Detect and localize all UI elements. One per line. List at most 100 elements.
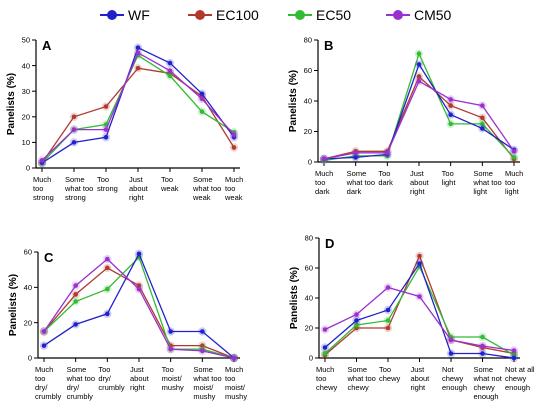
x-tick-label: Some what too dark	[346, 169, 375, 196]
x-tick-label-line: strong	[97, 184, 118, 193]
data-point	[385, 150, 390, 156]
y-axis-label: Panelists (%)	[8, 274, 19, 336]
y-tick-label: 80	[305, 234, 313, 243]
x-tick-label-line: mushy	[193, 392, 215, 401]
x-tick-label: Too light	[442, 169, 457, 187]
x-tick-label-line: Much	[33, 175, 51, 184]
data-point	[71, 114, 77, 120]
data-point	[416, 74, 422, 79]
x-tick-label-line: crumbly	[35, 392, 62, 401]
x-tick-label: Too chewy	[379, 365, 401, 383]
x-tick-label-line: chewy	[442, 374, 464, 383]
x-tick-label-line: weak	[160, 184, 179, 193]
y-tick-label: 80	[304, 36, 312, 45]
x-tick-label-line: Not at all	[505, 365, 535, 374]
x-tick-label-line: what too	[472, 178, 501, 187]
x-tick-label: Much too dark	[315, 169, 333, 196]
data-point	[480, 121, 485, 127]
data-point	[105, 311, 110, 317]
x-tick-label-line: what too	[64, 184, 93, 193]
x-tick-label-line: enough	[474, 392, 499, 401]
x-tick-label-line: weak	[192, 193, 211, 202]
data-point	[511, 348, 517, 353]
x-tick-label: Much too weak	[224, 175, 243, 202]
data-point	[135, 65, 141, 71]
x-tick-label: Too strong	[97, 175, 118, 193]
legend-entry-wf: WF	[100, 7, 150, 23]
data-point	[480, 115, 485, 121]
y-tick-label: 40	[305, 294, 313, 303]
x-tick-label-line: Some	[348, 365, 368, 374]
data-point	[231, 145, 237, 150]
x-tick-label-line: Much	[315, 169, 333, 178]
x-tick-label: Some what too weak	[192, 175, 221, 202]
x-tick-label: Too weak	[160, 175, 179, 193]
data-point	[480, 343, 485, 349]
data-point	[480, 126, 485, 131]
x-tick-label-line: Much	[316, 365, 334, 374]
x-tick-label-line: dark	[378, 178, 393, 187]
x-tick-label-line: right	[130, 383, 146, 392]
legend-marker	[393, 10, 403, 20]
data-point	[199, 91, 205, 97]
series-line	[324, 265, 515, 356]
data-point	[105, 265, 110, 271]
y-tick-label: 60	[304, 66, 312, 75]
x-tick-label-line: strong	[65, 193, 86, 202]
x-tick-label: Much too dry/crumbly	[35, 365, 62, 401]
x-tick-label-line: crumbly	[98, 383, 125, 392]
data-point	[448, 103, 453, 108]
x-tick-label-line: Some	[193, 365, 213, 374]
data-point	[73, 292, 78, 297]
x-tick-label-line: Some	[193, 175, 213, 184]
x-tick-label: Some what not chewy enough	[473, 365, 503, 401]
x-tick-label-line: right	[129, 193, 145, 202]
x-tick-label-line: moist/	[193, 383, 214, 392]
x-tick-label-line: Too	[97, 175, 109, 184]
x-tick-label: Much too chewy	[316, 365, 338, 392]
data-point	[480, 103, 485, 108]
data-point	[354, 312, 359, 317]
data-point	[417, 294, 422, 299]
x-tick-label-line: Much	[225, 365, 243, 374]
x-tick-label-line: moist/	[225, 383, 246, 392]
x-tick-label-line: moist/	[162, 374, 183, 383]
series-ec50	[320, 262, 519, 360]
data-point	[354, 318, 359, 323]
x-tick-label-line: Just	[411, 365, 426, 374]
data-point	[71, 140, 77, 145]
data-point	[73, 283, 78, 288]
data-point	[231, 355, 237, 361]
data-point	[321, 156, 327, 162]
data-point	[354, 322, 359, 328]
data-point	[448, 351, 454, 356]
x-tick-label-line: chewy	[505, 374, 527, 383]
x-tick-label: Much too strong	[33, 175, 54, 202]
x-tick-label: Just about right	[410, 169, 430, 196]
x-tick-label-line: chewy	[379, 374, 401, 383]
x-tick-label: Just about right	[130, 365, 150, 392]
x-tick-label-line: light	[505, 187, 520, 196]
x-tick-label-line: light	[473, 187, 488, 196]
series-wf	[37, 43, 239, 168]
data-point	[416, 51, 422, 57]
data-point	[41, 343, 47, 348]
y-axis-label: Panelists (%)	[6, 73, 17, 135]
y-axis-label: Panelists (%)	[289, 267, 300, 329]
data-point	[200, 343, 205, 348]
data-point	[322, 351, 328, 356]
y-tick-label: 20	[304, 127, 312, 136]
series-ec50	[39, 253, 239, 363]
x-tick-label-line: mushy	[162, 383, 184, 392]
x-tick-label: Not chewy enough	[442, 365, 467, 392]
x-tick-label: Much too light	[505, 169, 523, 196]
data-point	[231, 132, 237, 138]
x-tick-label-line: Much	[225, 175, 243, 184]
x-tick-label-line: dark	[347, 187, 362, 196]
series-cm50	[37, 48, 239, 165]
x-tick-label-line: Some	[347, 169, 367, 178]
y-tick-label: 0	[28, 354, 32, 363]
series-wf	[320, 259, 519, 363]
data-point	[480, 351, 485, 356]
